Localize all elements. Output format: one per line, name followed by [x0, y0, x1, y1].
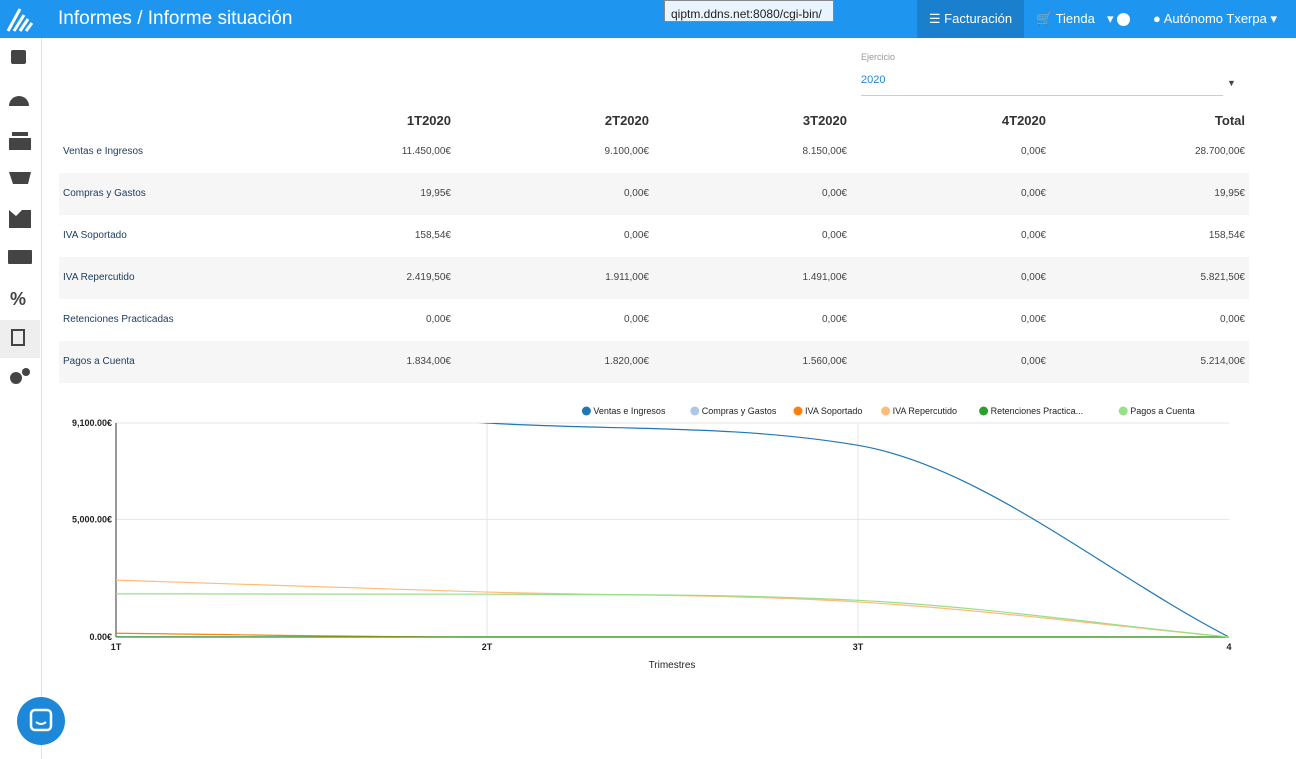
legend-swatch — [793, 406, 803, 416]
table-cell: 5.214,00€ — [1200, 356, 1246, 367]
top-bar: Informes / Informe situación ☰ Facturaci… — [0, 0, 1296, 38]
row-label: Pagos a Cuenta — [63, 356, 135, 367]
table-row: IVA Repercutido 2.419,50€ 1.911,00€ 1.491,0… — [59, 257, 1249, 299]
page-title: Informes / Informe situación — [58, 8, 293, 29]
table-cell: 0,00€ — [1020, 188, 1046, 199]
column-header: Total — [1214, 113, 1245, 128]
table-cell: 11.450,00€ — [401, 146, 451, 157]
series-line — [116, 579, 1230, 638]
table-cell: 1.491,00€ — [802, 272, 848, 283]
nav-user[interactable]: ● Autónomo Txerpa ▾ — [1153, 11, 1277, 26]
nav-facturacion[interactable]: ☰ Facturación — [917, 0, 1024, 38]
row-label: Compras y Gastos — [63, 188, 146, 199]
legend-swatch — [979, 406, 989, 416]
field-value: 2020 — [861, 74, 886, 86]
table-cell: 5.821,50€ — [1200, 272, 1246, 283]
logo — [6, 8, 34, 32]
chart: Trimestres 0.00€ 5,000.00€ 9,100.00€ 1T 2T 3T… — [72, 406, 1232, 671]
table-cell: 158,54€ — [414, 230, 451, 241]
table-row: Retenciones Practicadas 0,00€ 0,00€ 0,00€ 0,… — [59, 299, 1249, 341]
year-select[interactable]: Ejercicio 2020 ▼ — [861, 50, 1241, 96]
table-cell: 1.560,00€ — [802, 356, 848, 367]
y-tick-label: 5,000.00€ — [72, 514, 112, 524]
legend-swatch — [1118, 406, 1128, 416]
table-cell: 0,00€ — [1020, 314, 1046, 325]
series-line — [116, 593, 1230, 638]
column-header: 2T2020 — [604, 113, 649, 128]
row-label: Ventas e Ingresos — [63, 146, 144, 157]
table-row: Pagos a Cuenta 1.834,00€ 1.820,00€ 1.560,00… — [59, 341, 1249, 383]
column-header: 3T2020 — [802, 113, 847, 128]
chat-icon — [29, 708, 53, 732]
table-cell: 0,00€ — [1020, 356, 1046, 367]
table-cell: 158,54€ — [1208, 230, 1245, 241]
legend-label: IVA Repercutido — [893, 406, 957, 416]
table-cell: 2.419,50€ — [406, 272, 452, 283]
table-cell: 0,00€ — [821, 230, 847, 241]
table-cell: 1.834,00€ — [406, 356, 452, 367]
svg-text:%: % — [10, 289, 26, 309]
legend-swatch — [881, 406, 891, 416]
x-tick-label: 4 — [1226, 642, 1231, 652]
table-cell: 0,00€ — [1020, 230, 1046, 241]
column-header: 4T2020 — [1001, 113, 1046, 128]
x-tick-label: 2T — [482, 642, 493, 652]
table-cell: 0,00€ — [821, 314, 847, 325]
nav-tienda[interactable]: 🛒 Tienda — [1036, 11, 1095, 26]
table-cell: 0,00€ — [623, 230, 649, 241]
nav-label: Tienda — [1055, 11, 1095, 26]
chat-button[interactable] — [17, 697, 65, 745]
nav-label: Facturación — [944, 11, 1013, 26]
table-row: Ventas e Ingresos 11.450,00€ 9.100,00€ 8.15… — [59, 131, 1249, 173]
table-cell: 8.150,00€ — [802, 146, 848, 157]
y-tick-label: 9,100.00€ — [72, 418, 112, 428]
series-line — [478, 423, 1230, 638]
table-cell: 0,00€ — [1219, 314, 1245, 325]
table-cell: 9.100,00€ — [604, 146, 650, 157]
table-cell: 0,00€ — [425, 314, 451, 325]
table-cell: 0,00€ — [623, 188, 649, 199]
row-label: Retenciones Practicadas — [63, 314, 174, 325]
series-group — [116, 579, 1230, 638]
table-cell: 1.911,00€ — [605, 272, 649, 283]
legend-label: IVA Soportado — [805, 406, 862, 416]
x-tick-label: 1T — [111, 642, 122, 652]
series-group — [478, 423, 1230, 638]
legend-label: Compras y Gastos — [702, 406, 777, 416]
notifications[interactable]: ▾ — [1107, 0, 1131, 38]
table-row: Compras y Gastos 19,95€ 0,00€ 0,00€ 0,00€ 19,… — [59, 173, 1249, 215]
table-header: 1T2020 2T2020 3T2020 4T2020 Total — [59, 107, 1249, 131]
nav-label: Autónomo Txerpa — [1163, 11, 1267, 26]
tooltip: qiptm.ddns.net:8080/cgi-bin/ — [664, 0, 834, 22]
sidebar: % — [0, 38, 42, 759]
field-underline — [861, 95, 1223, 96]
table-cell: 0,00€ — [623, 314, 649, 325]
table-row: IVA Soportado 158,54€ 0,00€ 0,00€ 0,00€ 158,5… — [59, 215, 1249, 257]
column-header: 1T2020 — [406, 113, 451, 128]
table-cell: 0,00€ — [1020, 272, 1046, 283]
x-axis-label: Trimestres — [649, 660, 696, 671]
row-label: IVA Repercutido — [63, 272, 135, 283]
legend-swatch — [690, 406, 700, 416]
table-cell: 19,95€ — [1214, 188, 1245, 199]
legend-label: Retenciones Practica... — [991, 406, 1084, 416]
legend-label: Ventas e Ingresos — [593, 406, 666, 416]
field-label: Ejercicio — [861, 52, 896, 62]
legend-label: Pagos a Cuenta — [1130, 406, 1195, 416]
series-group — [116, 593, 1230, 638]
sidebar-icons: % — [0, 50, 40, 384]
table-cell: 28.700,00€ — [1194, 146, 1245, 157]
table-cell: 0,00€ — [821, 188, 847, 199]
x-tick-label: 3T — [853, 642, 864, 652]
table-cell: 1.820,00€ — [604, 356, 650, 367]
table-cell: 19,95€ — [420, 188, 451, 199]
y-tick-label: 0.00€ — [89, 632, 112, 642]
table-cell: 0,00€ — [1020, 146, 1046, 157]
row-label: IVA Soportado — [63, 230, 127, 241]
dropdown-arrow: ▼ — [1227, 78, 1236, 88]
report-table: 1T2020 2T2020 3T2020 4T2020 Total Ventas e In… — [59, 107, 1249, 383]
legend-swatch — [581, 406, 591, 416]
